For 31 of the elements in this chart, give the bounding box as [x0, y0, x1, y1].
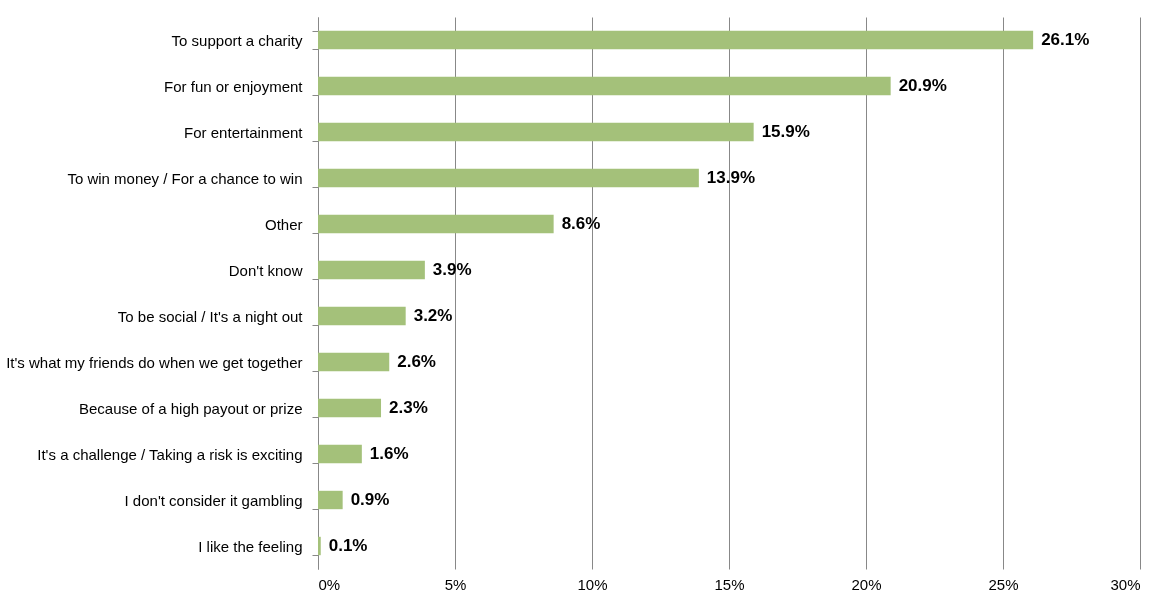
data-label: 2.6%: [397, 352, 436, 371]
x-tick-label: 30%: [1110, 575, 1141, 593]
y-tick-label: It's what my friends do when we get together: [6, 353, 303, 371]
data-label: 13.9%: [706, 168, 756, 187]
data-label: 20.9%: [898, 76, 947, 95]
data-label: 15.9%: [761, 122, 810, 141]
y-tick-label: For entertainment: [184, 123, 304, 141]
y-tick-label: I don't consider it gambling: [124, 491, 303, 509]
y-tick-label: To support a charity: [171, 31, 303, 49]
x-tick-label: 20%: [851, 575, 882, 593]
x-tick-label: 15%: [714, 575, 745, 593]
y-tick-label: To be social / It's a night out: [117, 307, 304, 325]
y-tick-label: I like the feeling: [198, 537, 303, 555]
data-label: 1.6%: [369, 444, 409, 463]
y-tick-label: To win money / For a chance to win: [67, 169, 303, 187]
y-tick-label: For fun or enjoyment: [164, 77, 304, 95]
x-tick-label: 0%: [318, 575, 341, 593]
data-label: 2.3%: [389, 398, 428, 417]
data-label: 0.1%: [328, 536, 368, 555]
y-tick-label: Because of a high payout or prize: [79, 399, 303, 417]
data-label: 8.6%: [561, 214, 601, 233]
data-label: 0.9%: [350, 490, 390, 509]
y-tick-label: Don't know: [228, 261, 303, 279]
data-label: 26.1%: [1041, 30, 1090, 49]
data-label: 3.9%: [432, 260, 472, 279]
y-tick-label: Other: [264, 215, 303, 233]
x-tick-label: 5%: [444, 575, 467, 593]
data-label: 3.2%: [413, 306, 453, 325]
y-tick-label: It's a challenge / Taking a risk is exciting: [37, 445, 303, 463]
x-tick-label: 10%: [577, 575, 608, 593]
x-tick-label: 25%: [988, 575, 1019, 593]
